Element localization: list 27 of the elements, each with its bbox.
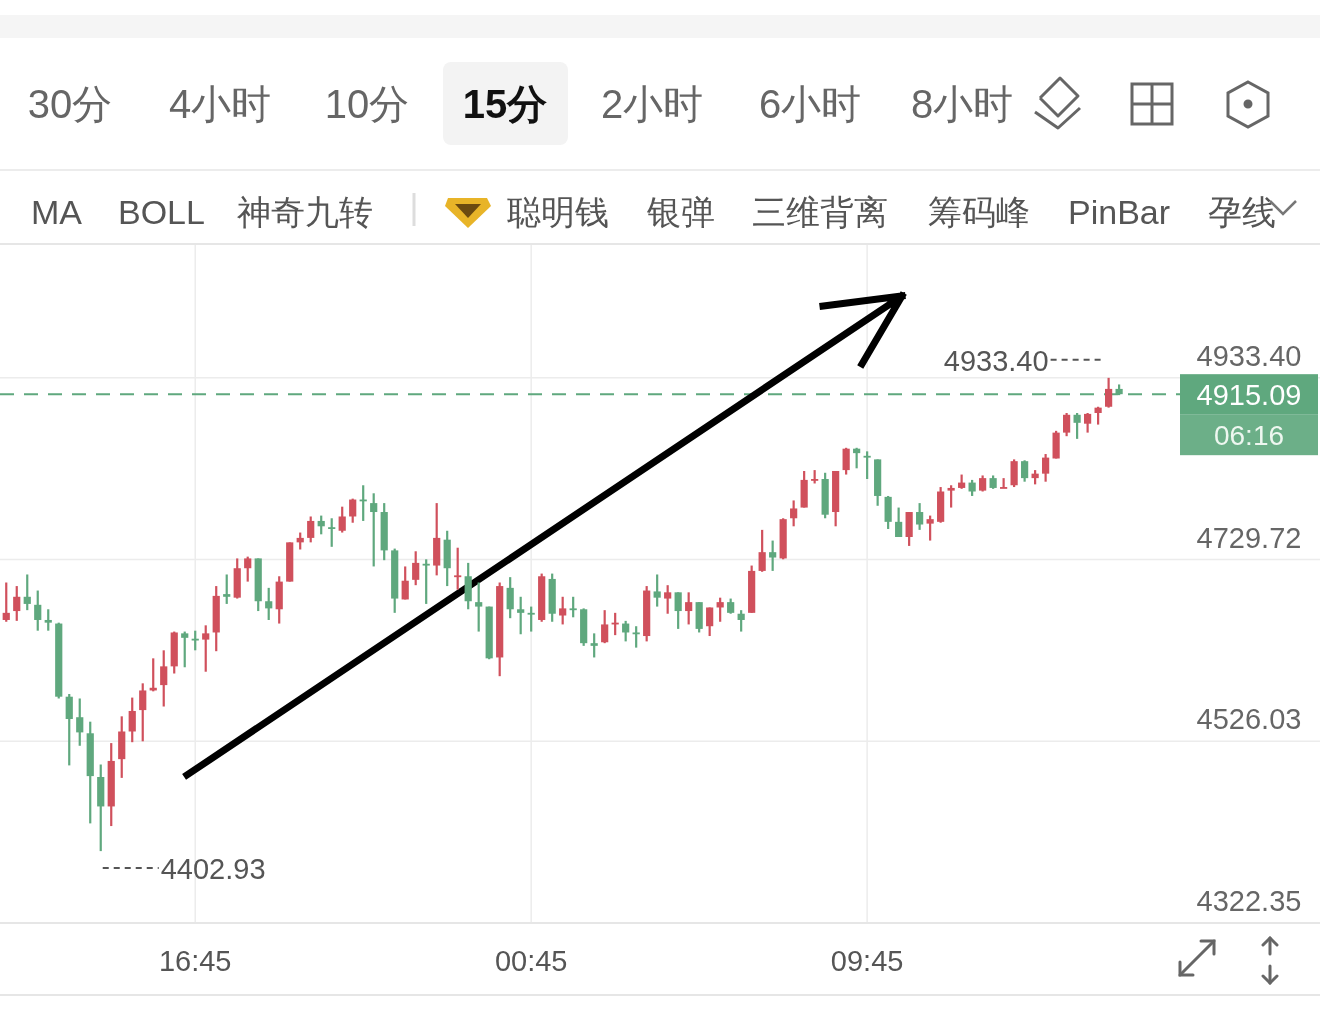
text: 神奇九转	[237, 193, 373, 231]
x-tick-label: 00:45	[494, 945, 568, 977]
text: 30分	[27, 82, 113, 126]
text: 筹码峰	[928, 193, 1030, 231]
text: 06:16	[1213, 420, 1285, 452]
text: BOLL	[118, 193, 205, 231]
y-tick-label: 4933.40	[1196, 339, 1302, 372]
y-tick-label: 4526.03	[1196, 703, 1302, 736]
text: 聪明钱	[507, 193, 609, 231]
annotation: 4933.40	[943, 344, 1049, 377]
ref-line-label: 4915.09	[1196, 379, 1302, 412]
annotation: 4402.93	[160, 853, 266, 886]
text: 15分	[462, 82, 548, 126]
text: 三维背离	[752, 193, 888, 231]
text: 孕线	[1208, 193, 1276, 231]
y-tick-label: 4322.35	[1196, 885, 1302, 917]
text: MA	[31, 193, 83, 231]
x-tick-label: 16:45	[158, 945, 232, 977]
x-tick-label: 09:45	[830, 945, 904, 977]
text: 银弹	[646, 193, 715, 231]
text: 4小时	[168, 82, 272, 126]
text: PinBar	[1068, 193, 1171, 231]
text: 10分	[324, 82, 410, 126]
y-tick-label: 4729.72	[1196, 521, 1302, 554]
text: 2小时	[600, 82, 704, 126]
text: 6小时	[758, 82, 862, 126]
text: 8小时	[910, 82, 1014, 126]
